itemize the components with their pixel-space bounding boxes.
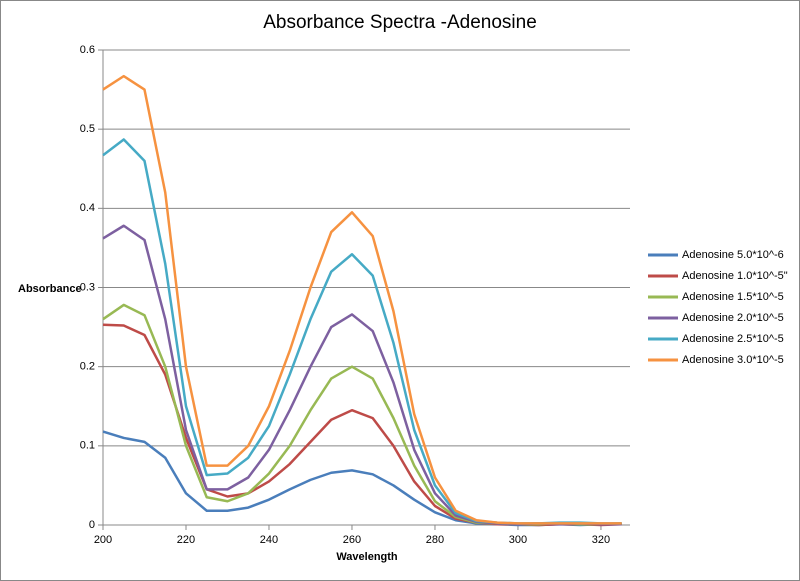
- x-axis-label: Wavelength: [336, 551, 398, 563]
- chart-title: Absorbance Spectra -Adenosine: [263, 12, 537, 33]
- legend-label: Adenosine 1.5*10^-5: [682, 291, 784, 303]
- y-tick-label: 0.6: [80, 44, 95, 56]
- x-tick-label: 240: [260, 534, 278, 546]
- series-line: [102, 74, 622, 525]
- x-tick-label: 220: [177, 534, 195, 546]
- y-tick-label: 0.2: [80, 361, 95, 373]
- legend-label: Adenosine 1.0*10^-5": [682, 270, 788, 282]
- x-tick-label: 200: [94, 534, 112, 546]
- x-tick-label: 320: [592, 534, 610, 546]
- y-tick-label: 0.1: [80, 440, 95, 452]
- y-tick-label: 0.5: [80, 123, 95, 135]
- y-tick-label: 0: [89, 519, 95, 531]
- legend-label: Adenosine 5.0*10^-6: [682, 249, 784, 261]
- legend-label: Adenosine 2.5*10^-5: [682, 333, 784, 345]
- x-tick-label: 280: [426, 534, 444, 546]
- legend-label: Adenosine 2.0*10^-5: [682, 312, 784, 324]
- y-tick-label: 0.3: [80, 281, 95, 293]
- legend-label: Adenosine 3.0*10^-5: [682, 354, 784, 366]
- x-tick-label: 260: [343, 534, 361, 546]
- x-tick-label: 300: [509, 534, 527, 546]
- y-axis-label: Absorbance: [18, 283, 82, 295]
- y-tick-label: 0.4: [80, 202, 95, 214]
